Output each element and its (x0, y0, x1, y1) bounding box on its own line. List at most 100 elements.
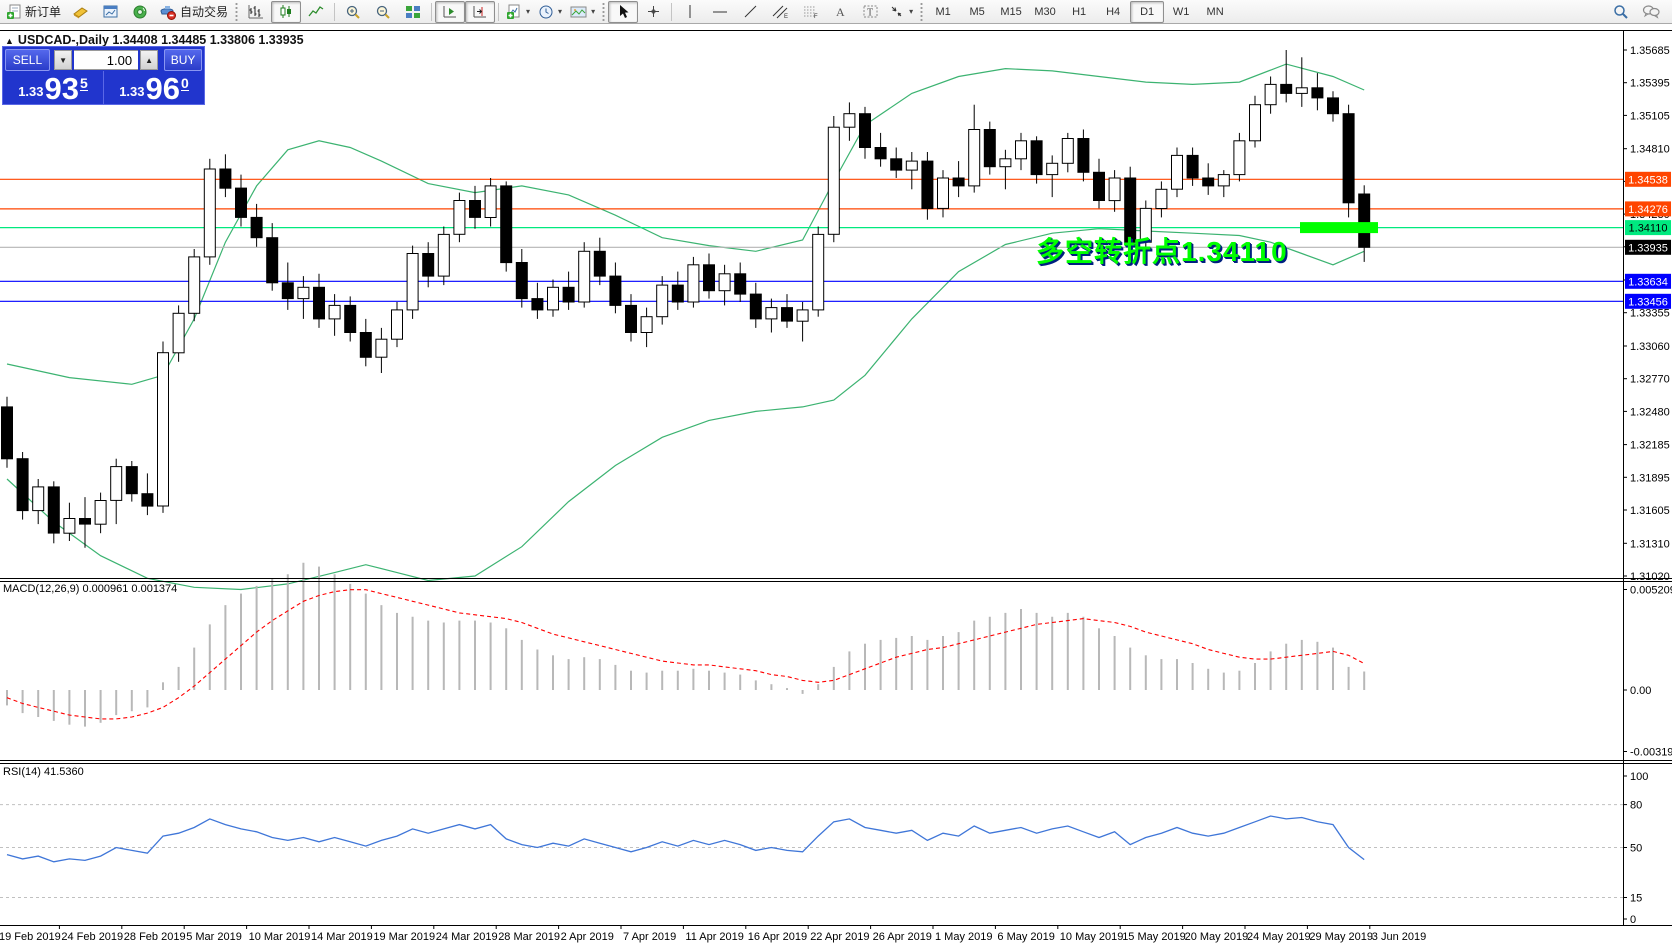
candle (547, 286, 559, 311)
candle (827, 126, 840, 235)
arrows-button[interactable]: ▾ (885, 1, 917, 23)
crosshair-icon (647, 6, 659, 17)
community-button[interactable] (1636, 1, 1666, 23)
tab-m5[interactable]: M5 (969, 5, 985, 18)
candle (1155, 188, 1168, 210)
candle (859, 113, 871, 148)
auto-scroll-button[interactable] (435, 0, 466, 23)
candle (1030, 140, 1043, 176)
svg-text:1.35685: 1.35685 (1630, 45, 1670, 57)
new-chart-icon (103, 5, 118, 18)
sell-price-prefix: 1.33 (18, 84, 44, 99)
equidistant-channel-button[interactable]: E (765, 1, 795, 23)
dropdown-arrow-icon: ▾ (591, 7, 596, 16)
volume-decrease-button[interactable]: ▼ (53, 50, 73, 70)
candle (765, 307, 778, 320)
candle (983, 129, 996, 168)
zoom-out-button[interactable] (368, 1, 398, 23)
tab-h4[interactable]: H4 (1106, 5, 1121, 18)
svg-text:19 Feb 2019: 19 Feb 2019 (0, 931, 61, 943)
svg-text:E: E (784, 14, 788, 19)
price-badge (1625, 220, 1671, 236)
tab-mn[interactable]: MN (1206, 5, 1224, 18)
horizontal-line-button[interactable] (705, 1, 735, 23)
tab-m1[interactable]: M1 (935, 5, 951, 18)
candlestick-chart-icon (280, 5, 292, 18)
volume-increase-button[interactable]: ▲ (140, 50, 159, 70)
candle (578, 250, 591, 303)
tab-h1[interactable]: H1 (1072, 5, 1087, 18)
tab-w1[interactable]: W1 (1172, 5, 1190, 18)
svg-text:1.31895: 1.31895 (1630, 472, 1670, 484)
candle (999, 158, 1012, 168)
candle (203, 168, 216, 258)
trendline-button[interactable] (735, 1, 765, 23)
indicators-button[interactable]: ▾ (502, 1, 534, 23)
text-button[interactable]: A (825, 1, 855, 23)
auto-trading-button[interactable]: 自动交易 (155, 1, 232, 23)
new-order-button[interactable]: 新订单 (2, 1, 65, 23)
svg-text:1.34810: 1.34810 (1630, 144, 1670, 156)
search-button[interactable] (1606, 1, 1636, 23)
volume-input[interactable] (74, 50, 139, 70)
buy-price[interactable]: 1.33 96 0 (104, 71, 204, 104)
sell-price[interactable]: 1.33 93 5 (3, 71, 104, 104)
svg-text:24 Feb 2019: 24 Feb 2019 (61, 931, 123, 943)
buy-button[interactable]: BUY (164, 49, 202, 71)
svg-text:10 Mar 2019: 10 Mar 2019 (249, 931, 311, 943)
candle (796, 309, 809, 322)
candlestick-chart-button[interactable] (271, 0, 302, 23)
chart-shift-button[interactable] (465, 0, 496, 23)
sell-button[interactable]: SELL (5, 49, 50, 71)
svg-text:1.33935: 1.33935 (1628, 242, 1668, 254)
candle (937, 177, 949, 209)
candle (172, 312, 185, 354)
sell-price-sup: 5 (80, 75, 88, 91)
candle (484, 185, 497, 218)
candle (749, 293, 762, 320)
price-badge (1625, 293, 1671, 309)
candle (812, 233, 825, 311)
candle (1046, 162, 1059, 176)
candle (1061, 138, 1074, 164)
candle (359, 332, 372, 358)
svg-text:2 Apr 2019: 2 Apr 2019 (561, 931, 614, 943)
text-label-button[interactable]: T (855, 1, 885, 23)
svg-text:1.31020: 1.31020 (1630, 571, 1670, 583)
signals-button[interactable] (125, 1, 155, 23)
cursor-button[interactable] (608, 0, 639, 23)
pivot-annotation[interactable]: 多空转折点1.34110 (1036, 236, 1288, 267)
tab-m15[interactable]: M15 (1000, 5, 1022, 18)
rsi-label: RSI(14) 41.5360 (3, 766, 84, 778)
zoom-in-button[interactable] (338, 1, 368, 23)
tab-d1[interactable]: D1 (1130, 0, 1165, 23)
candle (422, 253, 435, 277)
candles (1, 50, 1371, 548)
fibonacci-button[interactable]: F (795, 1, 825, 23)
candle (219, 168, 232, 189)
tile-windows-button[interactable] (398, 1, 428, 23)
tab-m30[interactable]: M30 (1034, 5, 1056, 18)
vertical-line-button[interactable] (675, 1, 705, 23)
metaeditor-button[interactable] (65, 1, 95, 23)
svg-text:15 May 2019: 15 May 2019 (1122, 931, 1186, 943)
bar-chart-button[interactable] (241, 1, 271, 23)
candle (1311, 87, 1324, 99)
line-chart-button[interactable] (301, 1, 331, 23)
periods-button[interactable]: ▾ (534, 1, 566, 23)
candle (63, 518, 76, 534)
metaeditor-icon (73, 6, 88, 18)
templates-button[interactable]: ▾ (566, 1, 599, 23)
candle (281, 282, 294, 300)
crosshair-button[interactable] (638, 1, 668, 23)
candle (781, 307, 793, 322)
svg-text:0.005209: 0.005209 (1630, 585, 1672, 597)
objects (1300, 222, 1378, 234)
candle (890, 158, 903, 171)
svg-text:24 May 2019: 24 May 2019 (1247, 931, 1311, 943)
pivot-highlight-bar[interactable] (1300, 222, 1378, 234)
trendline-icon (744, 5, 756, 18)
candle (1171, 154, 1183, 190)
new-chart-button[interactable] (95, 1, 125, 23)
